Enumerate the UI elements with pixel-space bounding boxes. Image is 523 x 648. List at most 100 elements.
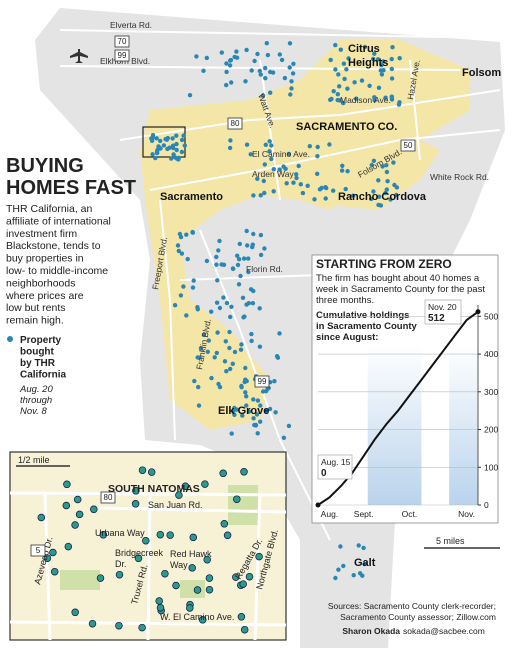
property-dot <box>277 52 282 57</box>
property-dot <box>394 192 399 198</box>
property-dot <box>327 142 332 147</box>
legend-label: by THR <box>20 358 56 369</box>
property-dot <box>315 154 320 159</box>
property-dot <box>196 384 201 390</box>
property-dot <box>209 309 214 314</box>
y-tick-label: 100 <box>484 462 498 472</box>
property-dot <box>219 262 224 267</box>
property-dot <box>172 581 180 590</box>
road <box>59 29 501 39</box>
place-label: Rancho Cordova <box>338 191 427 203</box>
road-label: White Rock Rd. <box>430 172 489 182</box>
property-dot <box>277 331 282 336</box>
highway-label: 70 <box>118 37 127 46</box>
property-dot <box>241 315 246 320</box>
property-dot <box>317 187 323 192</box>
property-dot <box>229 431 234 436</box>
annotation: Nov. 20 <box>428 302 457 312</box>
property-dot <box>214 350 219 356</box>
property-dot <box>381 59 386 64</box>
property-dot <box>204 55 209 61</box>
highway-label: 80 <box>104 493 113 502</box>
property-dot <box>384 163 389 168</box>
property-dot <box>357 571 363 576</box>
property-dot <box>240 625 249 634</box>
property-dot <box>385 179 390 184</box>
highway-shield <box>400 139 416 152</box>
x-tick-label: Aug. <box>321 509 339 519</box>
property-dot <box>281 164 286 169</box>
property-dot <box>224 69 229 75</box>
property-dot <box>362 44 368 50</box>
property-dot <box>198 346 204 351</box>
property-dot <box>192 378 197 384</box>
property-dot <box>289 86 294 91</box>
property-dot <box>272 379 277 384</box>
property-dot <box>181 284 186 289</box>
property-dot <box>340 163 345 168</box>
property-dot <box>260 93 266 98</box>
property-dot <box>384 187 389 192</box>
annotation-box <box>317 454 353 480</box>
description: low- to middle-income <box>6 265 108 277</box>
chart-subtitle: three months. <box>316 295 374 306</box>
property-dot <box>167 145 172 150</box>
property-dot <box>227 145 233 151</box>
highway-label: 80 <box>231 119 240 128</box>
property-dot <box>362 561 367 567</box>
inset-scale: 1/2 mile <box>18 455 50 465</box>
property-dot <box>209 375 214 381</box>
property-dot <box>176 157 181 162</box>
property-dot <box>134 554 143 563</box>
property-dot <box>153 155 158 161</box>
property-dot <box>223 339 228 344</box>
property-dot <box>254 412 260 417</box>
value-label: 512 <box>428 313 445 324</box>
property-dot <box>161 143 167 148</box>
property-dot <box>217 238 222 244</box>
property-dot <box>194 54 199 59</box>
property-dot <box>50 567 59 576</box>
property-dot <box>175 491 183 499</box>
road <box>99 506 287 514</box>
property-dot <box>249 331 254 337</box>
property-dot <box>391 160 396 165</box>
highway-shield <box>100 491 116 504</box>
property-dot <box>63 480 71 489</box>
property-dot <box>75 510 84 519</box>
title: HOMES FAST <box>6 177 136 199</box>
property-dot <box>156 603 165 612</box>
property-dot <box>169 156 174 161</box>
property-dot <box>258 252 264 258</box>
property-dot <box>185 256 190 262</box>
property-dot <box>246 409 252 414</box>
inset-area: SOUTH NATOMAS <box>108 483 200 495</box>
property-dot <box>372 95 377 100</box>
property-dot <box>286 423 292 429</box>
property-dot <box>289 79 294 84</box>
property-dot <box>379 72 385 77</box>
end-point <box>475 309 481 315</box>
property-dot <box>371 189 376 194</box>
property-dot <box>241 256 247 261</box>
property-dot <box>71 521 79 529</box>
road-label: Florin Rd. <box>246 264 283 274</box>
property-dot <box>190 285 196 290</box>
highway-shield <box>227 117 243 130</box>
property-dot <box>377 194 382 199</box>
property-dot <box>214 262 219 267</box>
property-dot <box>73 495 82 504</box>
data-line <box>317 310 479 506</box>
property-dot <box>371 158 377 163</box>
property-dot <box>335 97 340 103</box>
property-dot <box>255 398 261 403</box>
credit-email: sokada@sacbee.com <box>403 626 485 636</box>
property-dot <box>262 190 267 196</box>
property-dot <box>372 51 377 56</box>
property-dot <box>287 41 293 46</box>
property-dot <box>238 347 244 352</box>
property-dot <box>232 412 237 417</box>
sources: Sources: Sacramento County clerk-recorde… <box>328 601 496 611</box>
property-dot <box>228 138 233 143</box>
property-dot <box>336 72 341 77</box>
